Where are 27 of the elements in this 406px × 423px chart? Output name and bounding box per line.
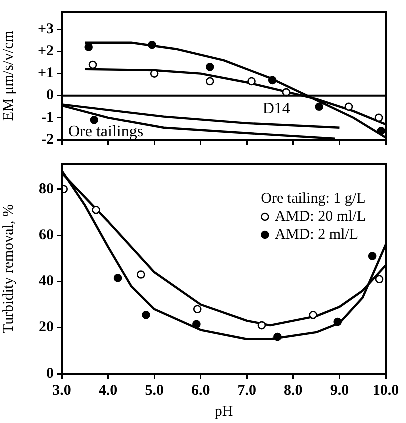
y-tick-label: -2 bbox=[42, 132, 54, 148]
y-tick-label: +3 bbox=[38, 22, 54, 38]
annotation: Ore tailings bbox=[68, 124, 144, 141]
y-tick-label: 80 bbox=[39, 181, 54, 198]
y-tick-label: 60 bbox=[39, 227, 54, 244]
y-tick-label: 20 bbox=[39, 320, 54, 336]
x-tick-label: 5.0 bbox=[145, 382, 164, 399]
y-axis-title: EM μm/s/v/cm bbox=[0, 30, 17, 122]
y-tick-label: -1 bbox=[42, 110, 54, 126]
y-tick-label: 40 bbox=[39, 274, 54, 290]
x-tick-label: 10.0 bbox=[372, 382, 400, 399]
y-axis-title: Turbidity removal, % bbox=[0, 204, 17, 334]
y-tick-label: 0 bbox=[46, 88, 54, 104]
annotation: D14 bbox=[262, 100, 290, 118]
x-axis-title: pH bbox=[214, 404, 234, 420]
legend-title: Ore tailing: 1 g/L bbox=[261, 190, 366, 207]
x-tick-label: 7.0 bbox=[238, 382, 257, 399]
y-tick-label: +1 bbox=[38, 66, 54, 82]
x-tick-label: 9.0 bbox=[330, 382, 350, 399]
x-tick-label: 8.0 bbox=[284, 382, 303, 399]
x-tick-label: 3.0 bbox=[52, 382, 72, 399]
legend-label: AMD: 20 ml/L bbox=[275, 208, 366, 225]
legend-label: AMD: 2 ml/L bbox=[275, 226, 359, 243]
x-tick-label: 6.0 bbox=[191, 382, 210, 399]
x-tick-label: 4.0 bbox=[98, 382, 118, 399]
y-tick-label: 0 bbox=[46, 366, 54, 382]
y-tick-label: +2 bbox=[38, 44, 54, 60]
